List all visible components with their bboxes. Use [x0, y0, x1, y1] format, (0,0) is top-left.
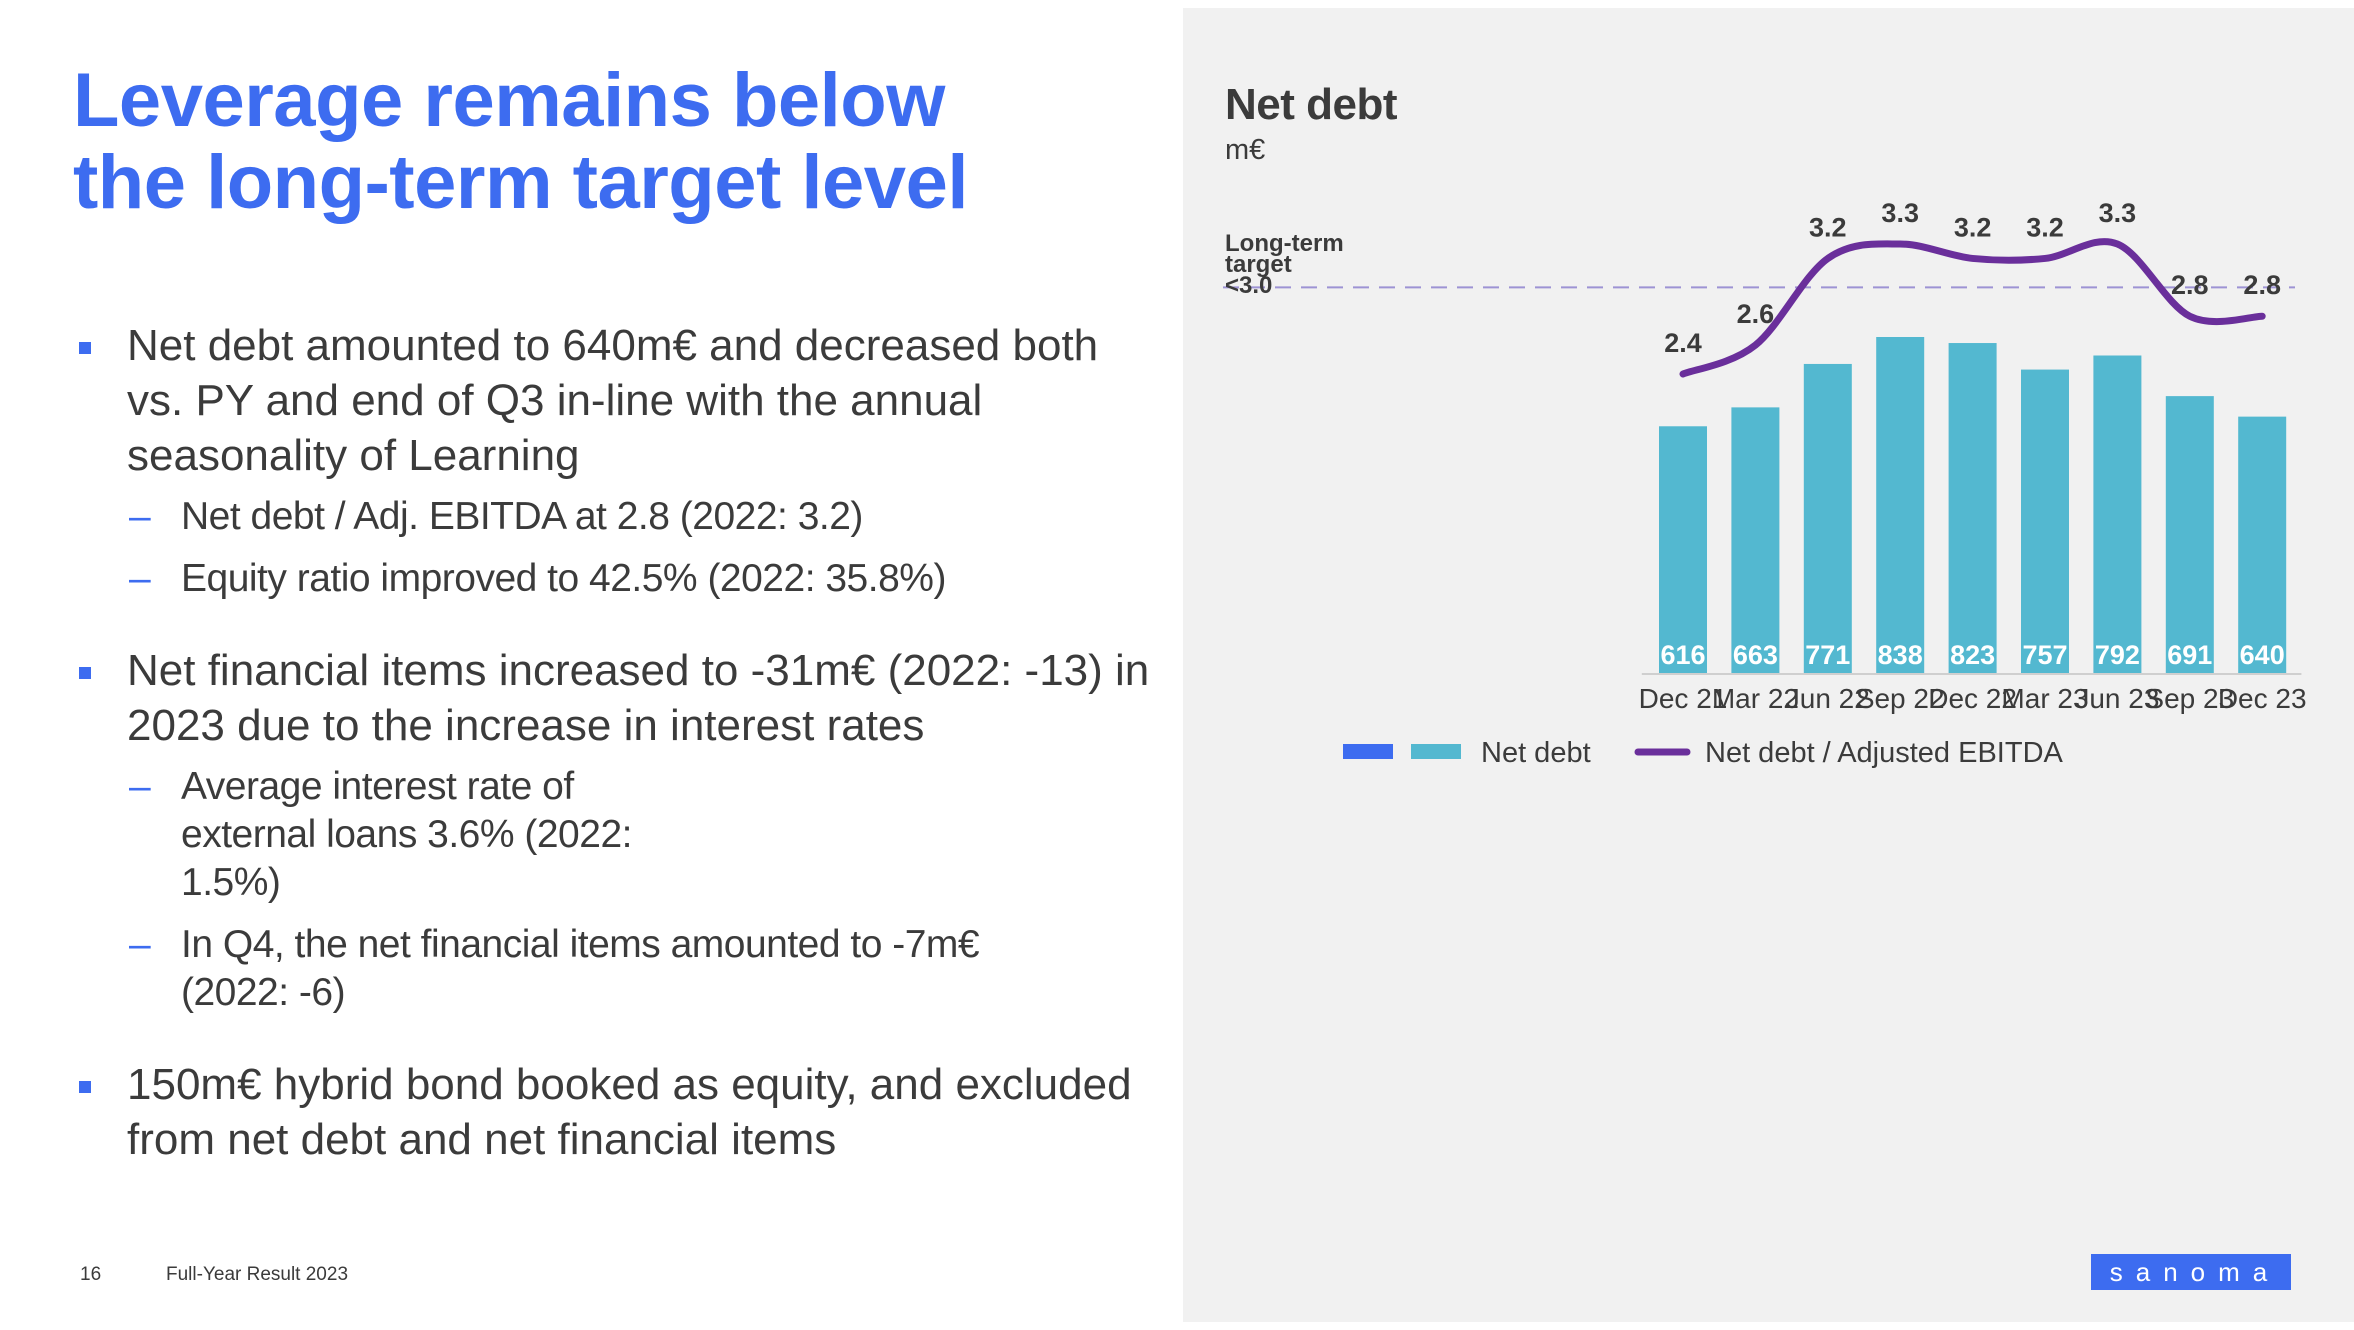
legend: Net debt Net debt / Adjusted EBITDA: [1343, 737, 2064, 769]
bar-value-label-7: 691: [2167, 640, 2212, 670]
dash-icon: –: [129, 495, 151, 538]
target-label-line-3: <3.0: [1225, 272, 1272, 299]
bar-value-label-4: 823: [1950, 640, 1995, 670]
ratio-value-label-6: 3.3: [2099, 198, 2137, 228]
legend-label-ratio: Net debt / Adjusted EBITDA: [1705, 737, 2064, 769]
bar-1: [1731, 407, 1780, 674]
target-label-line-2: target: [1225, 251, 1292, 278]
bar-2: [1803, 363, 1852, 674]
left-content: Leverage remains below the long-term tar…: [73, 60, 1153, 1286]
ratio-value-label-5: 3.2: [2026, 212, 2064, 242]
bar-value-label-1: 663: [1733, 640, 1778, 670]
ratio-value-label-8: 2.8: [2243, 270, 2281, 300]
sub-bullet-text: Net debt / Adj. EBITDA at 2.8 (2022: 3.2…: [181, 495, 863, 538]
sub-bullet-1-2: – Equity ratio improved to 42.5% (2022: 3…: [73, 555, 1153, 603]
x-tick-label-4: Dec 22: [1928, 683, 2017, 714]
sub-bullet-2-1: – Average interest rate of external loans…: [73, 763, 701, 907]
footer-text: Full-Year Result 2023: [166, 1264, 349, 1285]
bullet-square-icon: [79, 342, 91, 354]
ratio-line: [1679, 238, 2266, 378]
ratio-value-label-3: 3.3: [1881, 198, 1919, 228]
legend-swatch-net-debt: [1411, 744, 1461, 759]
bar-4: [1948, 343, 1997, 674]
bar-3: [1876, 337, 1925, 674]
sanoma-logo: sanoma: [2091, 1254, 2291, 1290]
sub-bullet-2-2: – In Q4, the net financial items amounted…: [73, 921, 1001, 1017]
bullet-text: Net financial items increased to -31m€ (…: [127, 646, 1150, 750]
bullet-text: Net debt amounted to 640m€ and decreased…: [127, 321, 1099, 480]
bar-value-label-8: 640: [2240, 640, 2285, 670]
chart-title: Net debt: [1225, 80, 1398, 129]
chart-unit: m€: [1225, 134, 1266, 166]
x-tick-label-0: Dec 21: [1639, 683, 1728, 714]
bar-value-label-6: 792: [2095, 640, 2140, 670]
title-line-2: the long-term target level: [73, 140, 968, 225]
line-labels: 2.4 2.6 3.2 3.3 3.2 3.2 3.3 2.8 2.8: [1664, 198, 2281, 358]
x-tick-label-7: Sep 23: [2145, 683, 2234, 714]
bar-value-label-5: 757: [2022, 640, 2067, 670]
page-number: 16: [80, 1264, 102, 1285]
legend-swatch-blue: [1343, 744, 1393, 759]
x-tick-label-3: Sep 22: [1856, 683, 1945, 714]
bar-8: [2238, 416, 2287, 674]
ratio-value-label-7: 2.8: [2171, 270, 2209, 300]
bar-value-label-3: 838: [1878, 640, 1923, 670]
dash-icon: –: [129, 765, 151, 808]
bar-value-label-0: 616: [1660, 640, 1705, 670]
dash-icon: –: [129, 557, 151, 600]
bullet-square-icon: [79, 1081, 91, 1093]
sub-bullet-text: Equity ratio improved to 42.5% (2022: 35…: [181, 557, 946, 600]
x-tick-label-1: Mar 22: [1712, 683, 1799, 714]
bar-7: [2165, 396, 2214, 674]
sub-bullet-1-1: – Net debt / Adj. EBITDA at 2.8 (2022: 3.…: [73, 493, 1153, 541]
legend-label-net-debt: Net debt: [1481, 737, 1591, 769]
ratio-value-label-4: 3.2: [1954, 212, 1992, 242]
bullet-1: Net debt amounted to 640m€ and decreased…: [73, 318, 1153, 483]
bullet-square-icon: [79, 667, 91, 679]
bar-0: [1659, 426, 1707, 674]
ratio-value-label-2: 3.2: [1809, 212, 1847, 242]
bar-5: [2021, 369, 2069, 674]
dash-icon: –: [129, 923, 151, 966]
x-tick-label-2: Jun 22: [1786, 683, 1870, 714]
sub-bullet-text: In Q4, the net financial items amounted …: [181, 923, 980, 1014]
ratio-value-label-1: 2.6: [1737, 299, 1775, 329]
bar-6: [2093, 355, 2142, 674]
bar-value-label-2: 771: [1805, 640, 1850, 670]
chart-panel: Net debt m€ Long-term target <3.0 616 663…: [1183, 8, 2354, 1322]
bullet-3: 150m€ hybrid bond booked as equity, and …: [73, 1057, 1153, 1167]
bullet-list: Net debt amounted to 640m€ and decreased…: [73, 318, 1153, 1177]
bars: 616 663 771 838 823 757 792 691 640: [1659, 337, 2287, 674]
target-group: Long-term target <3.0: [1223, 230, 2295, 299]
target-label-line-1: Long-term: [1225, 230, 1344, 257]
x-tick-label-8: Dec 23: [2218, 683, 2307, 714]
bullet-text: 150m€ hybrid bond booked as equity, and …: [127, 1060, 1132, 1164]
x-tick-label-6: Jun 23: [2075, 683, 2159, 714]
net-debt-chart: Long-term target <3.0 616 663 771 838 823 757…: [1223, 198, 2307, 769]
title-line-1: Leverage remains below: [73, 58, 945, 143]
sub-bullet-text: Average interest rate of external loans …: [181, 765, 632, 904]
ratio-value-label-0: 2.4: [1664, 328, 1702, 358]
x-tick-label-5: Mar 23: [2001, 683, 2088, 714]
slide-title: Leverage remains below the long-term tar…: [73, 60, 1133, 224]
bullet-2: Net financial items increased to -31m€ (…: [73, 643, 1153, 753]
